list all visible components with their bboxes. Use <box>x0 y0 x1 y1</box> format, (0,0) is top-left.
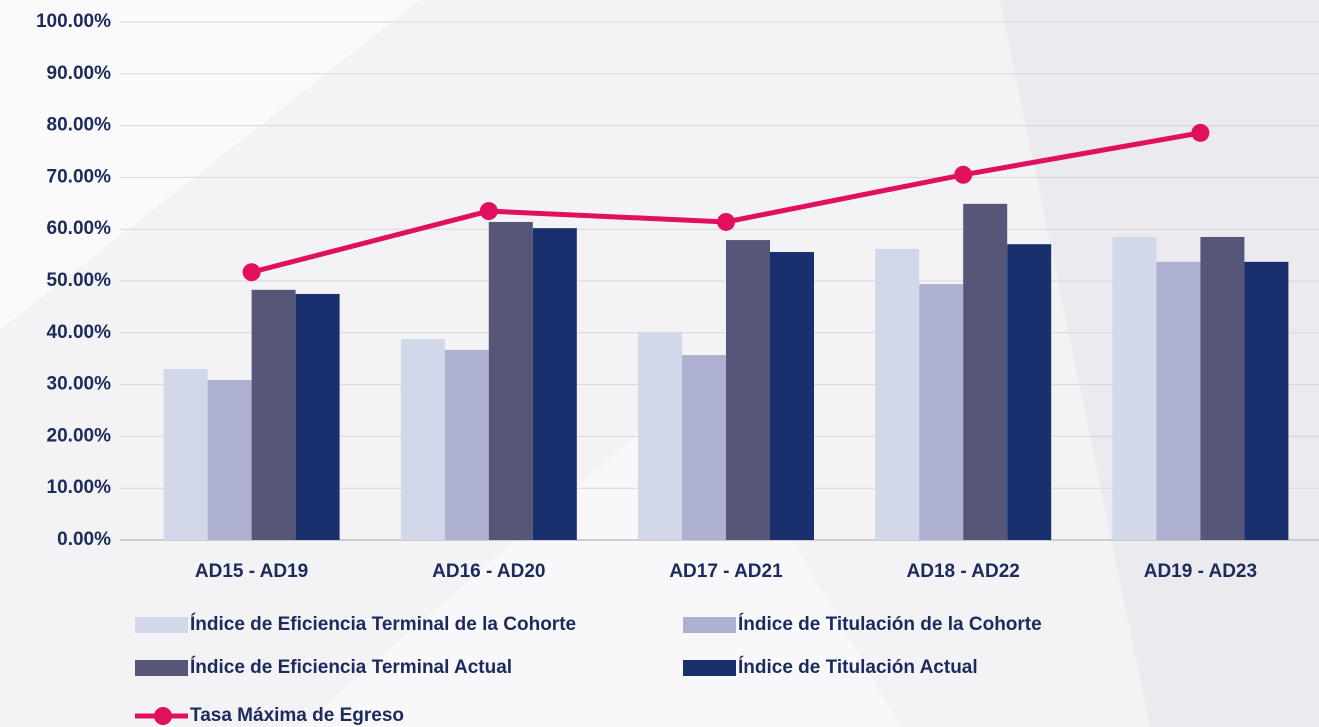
background-shape <box>0 0 420 330</box>
bar <box>207 379 252 540</box>
y-tick-label: 10.00% <box>47 477 112 498</box>
x-tick-label: AD19 - AD23 <box>1144 561 1257 582</box>
legend-label: Índice de Eficiencia Terminal de la Coho… <box>190 613 576 635</box>
legend-swatch <box>683 660 736 676</box>
y-tick-label: 20.00% <box>47 425 112 446</box>
legend-swatch <box>135 617 188 633</box>
x-tick-label: AD17 - AD21 <box>669 561 783 582</box>
y-tick-label: 70.00% <box>47 166 112 187</box>
legend-marker <box>154 707 172 725</box>
legend-swatch <box>135 660 188 676</box>
legend-label: Índice de Titulación de la Cohorte <box>738 613 1042 635</box>
bar <box>1244 261 1289 540</box>
y-tick-label: 80.00% <box>47 115 112 136</box>
x-tick-label: AD15 - AD19 <box>195 561 308 582</box>
bar <box>295 293 340 540</box>
line-marker <box>242 263 261 282</box>
bar <box>1156 261 1201 540</box>
y-tick-label: 30.00% <box>47 374 112 395</box>
bar <box>163 369 208 540</box>
bar <box>726 240 770 540</box>
line-marker <box>954 165 973 184</box>
bar <box>444 349 489 540</box>
bar <box>919 284 964 540</box>
legend-label: Índice de Eficiencia Terminal Actual <box>190 656 512 678</box>
y-tick-label: 90.00% <box>47 63 112 84</box>
legend-swatch <box>683 617 736 633</box>
bar <box>1200 236 1245 540</box>
bar <box>532 228 577 540</box>
bar <box>770 251 814 540</box>
x-tick-label: AD18 - AD22 <box>907 561 1020 582</box>
bar <box>682 355 726 540</box>
y-tick-label: 50.00% <box>47 270 112 291</box>
bar <box>638 331 682 540</box>
legend-label: Tasa Máxima de Egreso <box>190 705 404 726</box>
line-marker <box>1191 123 1210 142</box>
bar <box>488 221 533 540</box>
bar <box>400 339 445 540</box>
x-tick-label: AD16 - AD20 <box>432 561 545 582</box>
line-marker <box>479 202 498 221</box>
bar <box>1112 236 1157 540</box>
y-tick-label: 0.00% <box>57 529 111 550</box>
y-tick-label: 60.00% <box>47 218 112 239</box>
legend-label: Índice de Titulación Actual <box>738 656 978 678</box>
bar <box>875 248 920 540</box>
bar <box>251 289 296 540</box>
y-tick-label: 100.00% <box>36 11 111 32</box>
line-marker <box>717 212 735 231</box>
bar <box>963 203 1008 540</box>
bar <box>1007 244 1052 541</box>
y-tick-label: 40.00% <box>47 322 112 343</box>
